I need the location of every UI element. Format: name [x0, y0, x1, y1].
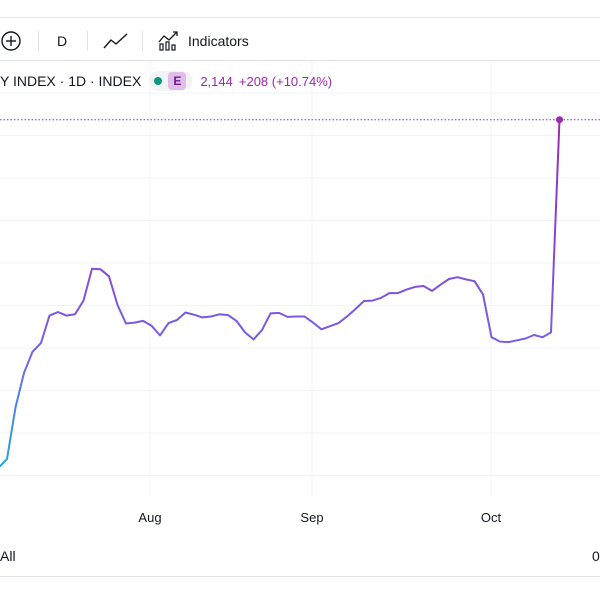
x-tick-label: Oct: [481, 510, 502, 525]
symbol-title[interactable]: Y INDEX · 1D · INDEX: [0, 73, 142, 89]
toolbar-separator: [38, 31, 39, 51]
add-symbol-button[interactable]: [0, 27, 22, 55]
chart-toolbar: D Indicators: [0, 0, 600, 61]
chart-series: [0, 116, 600, 468]
indicators-button[interactable]: Indicators: [157, 27, 249, 55]
line-chart-icon: [103, 33, 128, 49]
chart-grid: [0, 61, 600, 497]
series-legend: Y INDEX · 1D · INDEX E 2,144 +208 (+10.7…: [0, 70, 332, 92]
toolbar-separator: [87, 31, 88, 51]
indicators-label: Indicators: [188, 33, 249, 49]
chart-style-button[interactable]: [102, 27, 130, 55]
footer-divider: [0, 576, 600, 577]
range-all-button[interactable]: All: [0, 548, 16, 564]
x-axis: Aug Sep Oct: [138, 510, 501, 525]
x-tick-label: Aug: [138, 510, 161, 525]
price-change: +208 (+10.74%): [238, 73, 333, 89]
x-tick-label: Sep: [300, 510, 323, 525]
plus-circle-icon: [1, 31, 21, 51]
status-pill: E: [149, 71, 193, 91]
last-value: 2,144: [200, 73, 233, 89]
toolbar-separator: [142, 31, 143, 51]
toolbar-divider: [0, 17, 600, 18]
earnings-badge[interactable]: E: [168, 72, 187, 90]
price-line: [0, 119, 561, 468]
interval-button[interactable]: D: [57, 27, 67, 55]
footer-right-label: 0: [592, 548, 600, 564]
interval-label: D: [57, 33, 68, 49]
market-status-dot: [154, 77, 163, 85]
last-point-marker: [556, 116, 563, 124]
indicators-icon: [158, 31, 178, 51]
